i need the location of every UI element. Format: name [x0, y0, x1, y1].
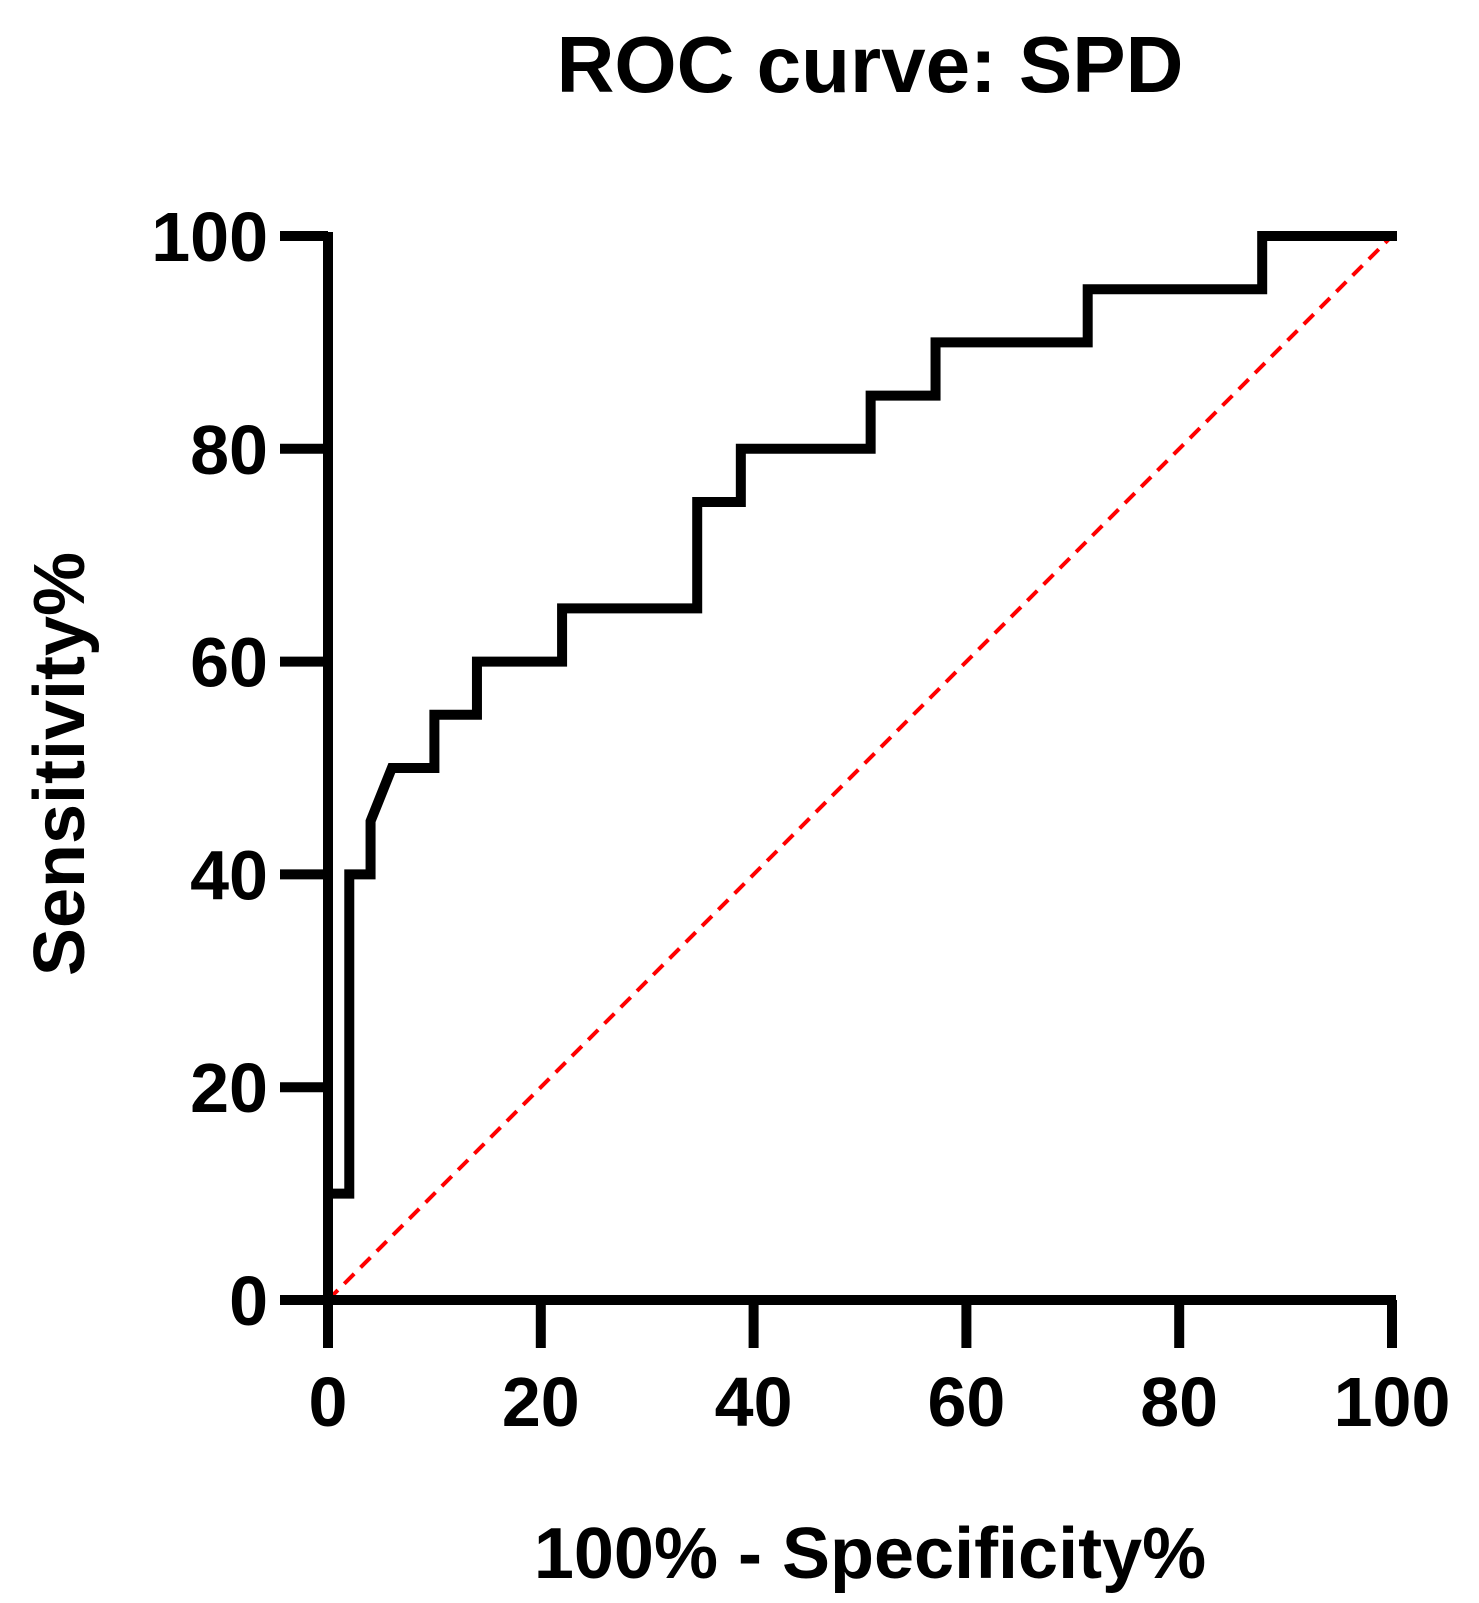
x-axis-label: 100% - Specificity%	[534, 1514, 1206, 1594]
y-tick-label-0: 0	[229, 1262, 268, 1340]
chart-title: ROC curve: SPD	[557, 20, 1184, 109]
x-tick-label-0: 0	[309, 1363, 348, 1441]
y-tick-label-60: 60	[190, 624, 268, 702]
x-tick-label-80: 80	[1140, 1363, 1218, 1441]
x-tick-label-20: 20	[502, 1363, 580, 1441]
reference-line	[326, 234, 1394, 1302]
roc-curve-line	[323, 231, 1397, 1305]
y-tick-label-20: 20	[190, 1049, 268, 1127]
x-tick-label-100: 100	[1334, 1363, 1451, 1441]
plot-area: 0 20 40 60 80 100 0 20 40 60 80 100	[151, 198, 1450, 1441]
x-tick-label-60: 60	[927, 1363, 1005, 1441]
y-tick-label-40: 40	[190, 836, 268, 914]
y-tick-label-80: 80	[190, 411, 268, 489]
y-axis-label: Sensitivity%	[20, 552, 100, 976]
x-tick-label-40: 40	[715, 1363, 793, 1441]
y-tick-label-100: 100	[151, 198, 268, 276]
